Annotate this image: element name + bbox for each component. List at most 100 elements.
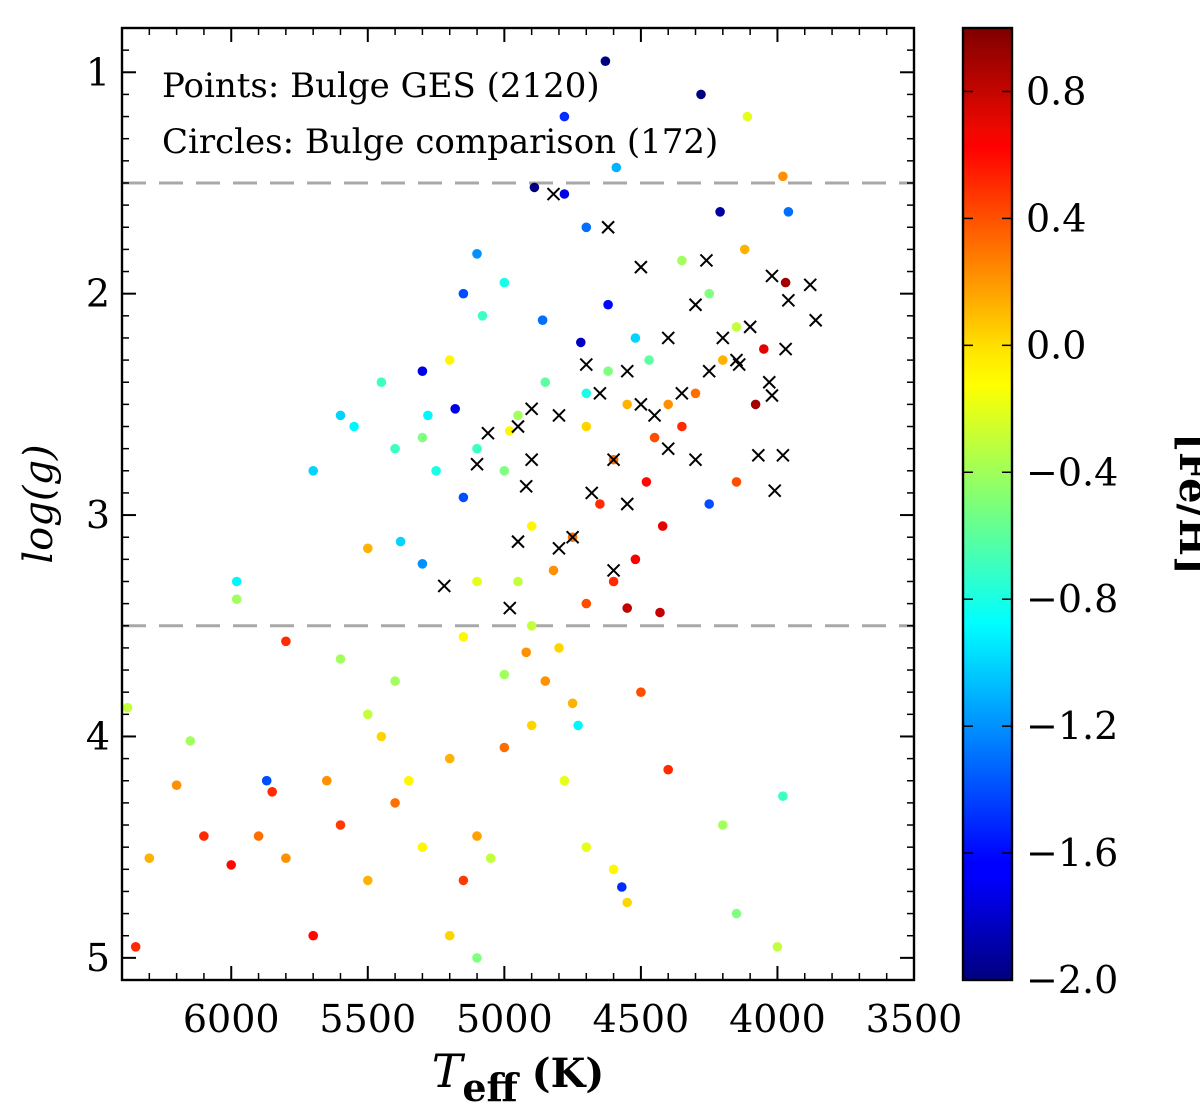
comparison-marker-38 — [661, 441, 675, 456]
comparison-x-series — [437, 187, 823, 615]
comparison-marker-3 — [765, 269, 779, 283]
comparison-marker-33 — [565, 530, 580, 544]
ges-point-72 — [772, 942, 783, 952]
ges-point-6 — [611, 162, 622, 173]
comparison-marker-39 — [688, 453, 703, 467]
ges-point-100 — [363, 709, 373, 720]
ges-point-73 — [778, 791, 788, 801]
ges-point-15 — [417, 366, 428, 377]
ges-point-69 — [663, 764, 673, 775]
ges-point-87 — [261, 775, 272, 786]
ges-point-23 — [576, 337, 586, 348]
colorbar-tick-label-4: −0.4 — [1026, 450, 1118, 494]
ges-point-71 — [731, 908, 742, 919]
ges-point-52 — [677, 255, 687, 266]
colorbar-ticks: −2.0 −1.6 −1.2 −0.8 −0.4 0.0 0.4 0.8 — [963, 69, 1118, 1002]
ges-point-79 — [417, 842, 428, 852]
ges-point-26 — [644, 355, 654, 365]
ges-point-1 — [696, 89, 706, 100]
comparison-marker-20 — [579, 357, 593, 372]
comparison-marker-43 — [647, 408, 662, 423]
ges-point-40 — [513, 410, 523, 421]
comparison-marker-5 — [781, 293, 796, 308]
ges-point-28 — [677, 421, 687, 432]
comparison-marker-37 — [503, 601, 517, 615]
ges-point-54 — [750, 399, 761, 410]
ges-point-121 — [505, 426, 515, 436]
ges-point-85 — [281, 853, 291, 863]
ges-point-107 — [395, 536, 406, 547]
ges-point-90 — [199, 831, 209, 841]
ges-point-38 — [499, 466, 510, 476]
ges-point-94 — [130, 942, 141, 952]
ges-point-104 — [444, 753, 455, 764]
ges-point-42 — [581, 421, 592, 432]
y-axis-title: log(g) — [16, 444, 62, 563]
ges-point-57 — [704, 499, 714, 509]
ges-point-13 — [458, 288, 469, 299]
ges-point-20 — [450, 404, 461, 414]
comparison-marker-27 — [470, 457, 484, 471]
ges-point-81 — [363, 875, 373, 886]
ges-point-50 — [731, 322, 742, 332]
comparison-marker-10 — [762, 375, 776, 389]
ges-point-70 — [718, 820, 728, 830]
ges-point-61 — [540, 676, 551, 686]
ges-point-106 — [417, 559, 428, 569]
comparison-marker-19 — [620, 364, 634, 378]
ges-point-108 — [363, 543, 373, 554]
ges-point-3 — [559, 111, 570, 122]
ges-point-80 — [390, 798, 400, 808]
reference-lines — [122, 181, 914, 628]
ges-point-101 — [390, 676, 400, 686]
ges-point-116 — [431, 466, 441, 476]
ges-point-22 — [537, 315, 548, 326]
comparison-marker-15 — [634, 260, 648, 274]
ges-point-16 — [423, 410, 433, 421]
ges-point-30 — [657, 521, 668, 531]
ges-point-76 — [458, 875, 469, 886]
ges-point-48 — [690, 388, 701, 399]
comparison-marker-25 — [511, 419, 525, 434]
ges-point-97 — [231, 594, 242, 604]
ges-point-68 — [622, 897, 632, 908]
x-tick-label-1: 5500 — [319, 997, 416, 1041]
annotation-points: Points: Bulge GES (2120) — [162, 66, 600, 106]
ges-point-5 — [529, 182, 540, 193]
colorbar-tick-label-0: −2.0 — [1026, 958, 1118, 1002]
comparison-marker-21 — [593, 386, 607, 401]
y-tick-label-0: 1 — [86, 50, 110, 94]
ges-point-11 — [472, 249, 482, 259]
plot-frame — [120, 26, 916, 982]
ges-point-93 — [144, 853, 155, 863]
comparison-marker-2 — [699, 253, 714, 268]
ges-point-109 — [458, 632, 469, 642]
comparison-marker-36 — [437, 579, 451, 593]
ges-point-12 — [499, 277, 510, 288]
x-tick-label-3: 4500 — [593, 997, 690, 1041]
y-tick-label-1: 2 — [86, 272, 110, 316]
ges-point-96 — [231, 576, 242, 587]
ges-point-29 — [641, 477, 652, 487]
ges-point-39 — [472, 443, 482, 454]
ges-point-59 — [526, 621, 537, 631]
ges-point-37 — [526, 521, 537, 531]
ges-point-44 — [595, 499, 605, 509]
ges-point-17 — [335, 410, 346, 421]
x-axis-title-sub: eff — [462, 1065, 520, 1110]
ges-point-105 — [472, 831, 482, 841]
ges-point-88 — [253, 831, 264, 841]
ges-point-58 — [731, 477, 742, 487]
ges-point-18 — [308, 466, 319, 476]
ges-point-46 — [622, 399, 632, 410]
ges-point-119 — [376, 377, 387, 388]
comparison-marker-13 — [776, 448, 790, 463]
comparison-marker-34 — [552, 541, 566, 555]
comparison-marker-29 — [519, 479, 533, 493]
ges-point-103 — [404, 775, 414, 786]
ges-point-67 — [608, 864, 619, 875]
comparison-marker-1 — [601, 220, 615, 234]
colorbar-tick-label-5: 0.0 — [1026, 323, 1086, 367]
ges-point-60 — [554, 643, 564, 653]
comparison-marker-4 — [803, 278, 817, 292]
